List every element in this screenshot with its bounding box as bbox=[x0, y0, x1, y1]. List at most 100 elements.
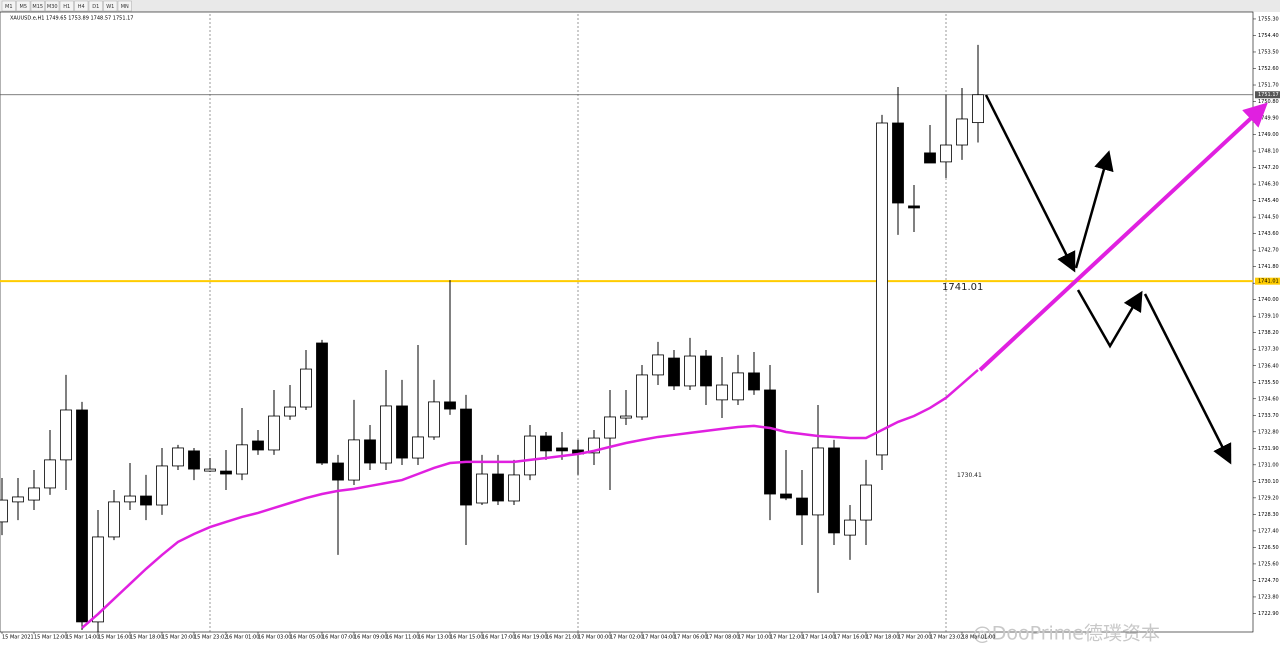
timeframe-label[interactable]: H1 bbox=[63, 4, 70, 10]
x-tick-label: 16 Mar 13:00 bbox=[418, 635, 451, 641]
candle-body bbox=[796, 497, 808, 516]
x-tick-label: 17 Mar 16:00 bbox=[834, 635, 867, 641]
candle-body bbox=[332, 462, 344, 481]
x-tick-label: 16 Mar 01:00 bbox=[226, 635, 259, 641]
candle-body bbox=[924, 152, 936, 164]
y-tick-label: 1752.60 bbox=[1258, 66, 1279, 72]
timeframe-button[interactable] bbox=[103, 0, 118, 12]
timeframe-label[interactable]: H4 bbox=[78, 4, 85, 10]
y-tick-label: 1747.20 bbox=[1258, 165, 1279, 171]
candle-body bbox=[12, 496, 24, 503]
candle-body bbox=[92, 536, 104, 623]
x-tick-label: 16 Mar 07:00 bbox=[322, 635, 355, 641]
annotation: 1741.01 bbox=[942, 282, 983, 293]
y-tick-label: 1730.10 bbox=[1258, 479, 1279, 485]
y-tick-label: 1735.50 bbox=[1258, 380, 1279, 386]
candle-body bbox=[348, 439, 360, 481]
x-tick-label: 17 Mar 23:02 bbox=[930, 635, 963, 641]
y-tick-label: 1729.20 bbox=[1258, 495, 1279, 501]
y-tick-label: 1737.30 bbox=[1258, 347, 1279, 353]
plot-area bbox=[0, 11, 1254, 633]
y-tick-label: 1751.70 bbox=[1258, 83, 1279, 89]
candle-body bbox=[652, 354, 664, 376]
x-tick-label: 17 Mar 20:00 bbox=[898, 635, 931, 641]
candle-body bbox=[892, 122, 904, 204]
timeframe-button[interactable] bbox=[16, 0, 31, 12]
y-tick-label: 1741.80 bbox=[1258, 264, 1279, 270]
y-tick-label: 1743.60 bbox=[1258, 231, 1279, 237]
timeframe-label[interactable]: M1 bbox=[5, 4, 13, 10]
candle-body bbox=[236, 444, 248, 475]
candle-body bbox=[508, 474, 520, 502]
candle-body bbox=[396, 405, 408, 459]
candle-body bbox=[28, 487, 40, 501]
timeframe-button[interactable] bbox=[59, 0, 74, 12]
timeframe-label[interactable]: W1 bbox=[106, 4, 114, 10]
candle-body bbox=[476, 473, 488, 504]
timeframe-label[interactable]: MN bbox=[121, 4, 129, 10]
y-tick-label: 1740.00 bbox=[1258, 297, 1279, 303]
x-tick-label: 16 Mar 15:00 bbox=[450, 635, 483, 641]
x-tick-label: 18 Mar 01:00 bbox=[962, 635, 995, 641]
x-tick-label: 15 Mar 18:00 bbox=[130, 635, 163, 641]
x-tick-label: 16 Mar 11:00 bbox=[386, 635, 419, 641]
candle-body bbox=[908, 205, 920, 209]
timeframe-button[interactable] bbox=[88, 0, 103, 12]
candle-body bbox=[828, 447, 840, 534]
y-tick-label: 1736.40 bbox=[1258, 363, 1279, 369]
candle-body bbox=[108, 501, 120, 538]
y-tick-label: 1733.70 bbox=[1258, 413, 1279, 419]
y-tick-label: 1728.30 bbox=[1258, 512, 1279, 518]
x-tick-label: 17 Mar 18:00 bbox=[866, 635, 899, 641]
timeframe-button[interactable] bbox=[1, 0, 16, 12]
price-tag bbox=[1255, 91, 1280, 99]
timeframe-label[interactable]: M30 bbox=[47, 4, 58, 10]
candle-body bbox=[604, 416, 616, 439]
timeframe-label[interactable]: D1 bbox=[92, 4, 99, 10]
candle-body bbox=[460, 408, 472, 506]
y-tick-label: 1726.50 bbox=[1258, 545, 1279, 551]
candle-body bbox=[380, 405, 392, 464]
timeframe-button[interactable] bbox=[74, 0, 89, 12]
candle-body bbox=[300, 368, 312, 408]
candle-body bbox=[268, 415, 280, 451]
candle-body bbox=[364, 439, 376, 464]
candle-body bbox=[444, 401, 456, 410]
y-tick-label: 1753.50 bbox=[1258, 49, 1279, 55]
y-tick-label: 1739.10 bbox=[1258, 314, 1279, 320]
candle-body bbox=[252, 440, 264, 451]
y-tick-label: 1732.80 bbox=[1258, 429, 1279, 435]
candle-body bbox=[716, 384, 728, 401]
y-tick-label: 1749.00 bbox=[1258, 132, 1279, 138]
candle-body bbox=[956, 118, 968, 146]
candle-body bbox=[156, 465, 168, 506]
x-tick-label: 17 Mar 04:00 bbox=[642, 635, 675, 641]
y-tick-label: 1734.60 bbox=[1258, 396, 1279, 402]
candle-body bbox=[124, 495, 136, 503]
candle-body bbox=[780, 493, 792, 499]
y-tick-label: 1749.90 bbox=[1258, 116, 1279, 122]
candle-body bbox=[748, 372, 760, 391]
x-tick-label: 15 Mar 2021 bbox=[2, 635, 34, 641]
timeframe-label[interactable]: M15 bbox=[32, 4, 43, 10]
candle-body bbox=[700, 355, 712, 387]
y-tick-label: 1727.40 bbox=[1258, 528, 1279, 534]
timeframe-button[interactable] bbox=[45, 0, 60, 12]
candle-body bbox=[684, 355, 696, 387]
y-tick-label: 1755.30 bbox=[1258, 16, 1279, 22]
candle-body bbox=[60, 409, 72, 461]
y-tick-label: 1724.70 bbox=[1258, 578, 1279, 584]
candle-body bbox=[860, 484, 872, 521]
candle-body bbox=[492, 473, 504, 502]
x-tick-label: 15 Mar 20:00 bbox=[162, 635, 195, 641]
timeframe-button[interactable] bbox=[30, 0, 45, 12]
x-tick-label: 17 Mar 08:00 bbox=[706, 635, 739, 641]
timeframe-label[interactable]: M5 bbox=[20, 4, 28, 10]
y-tick-label: 1731.90 bbox=[1258, 446, 1279, 452]
y-tick-label: 1754.40 bbox=[1258, 33, 1279, 39]
timeframe-button[interactable] bbox=[117, 0, 132, 12]
candle-body bbox=[220, 470, 232, 475]
candle-body bbox=[140, 495, 152, 506]
candle-body bbox=[844, 519, 856, 536]
